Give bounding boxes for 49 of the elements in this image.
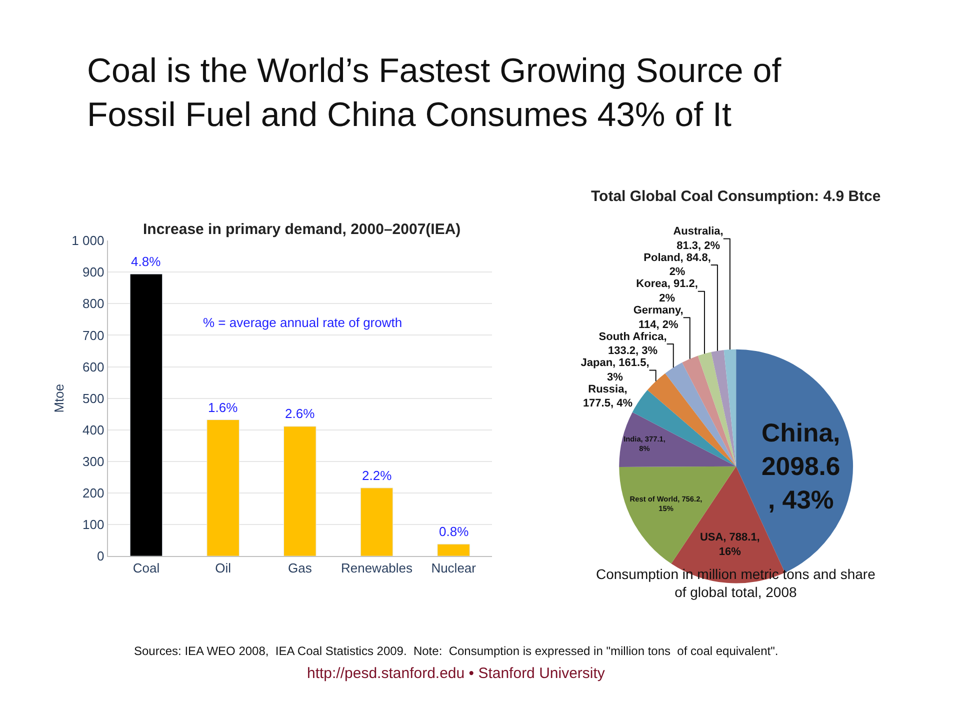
bar [206, 420, 240, 556]
pie-slice [682, 356, 736, 466]
source-note: Sources: IEA WEO 2008, IEA Coal Statistics 2009. Note: Consumption is expressed in "million tons of coal equivalent". [134, 644, 778, 658]
y-tick-label: 100 [82, 517, 104, 532]
x-tick-label: Gas [288, 560, 312, 576]
slice-label: USA, 788.1, 16% [700, 532, 760, 558]
y-tick-label: 300 [82, 454, 104, 469]
pie-slice [665, 362, 736, 466]
y-axis-title: Mtoe [52, 384, 67, 413]
slice-label: South Africa, 133.2, 3% [598, 330, 667, 358]
y-tick-label: 400 [82, 422, 104, 438]
y-tick-label: 900 [82, 264, 104, 280]
slice-label: Russia, 177.5, 4% [582, 383, 633, 410]
y-tick-label: 1 000 [72, 233, 104, 248]
chart-subtitle: Increase in primary demand, 2000–2007(IEA) [143, 221, 461, 238]
slice-label: India, 377.1, 8% [624, 434, 666, 453]
x-tick-label: Renewables [340, 560, 414, 576]
slice-label: Australia, 81.3, 2% [673, 226, 724, 252]
slice-label: Korea, 91.2, 2% [636, 278, 698, 305]
slice-label: Germany, 114, 2% [633, 304, 684, 331]
y-tick-label: 200 [82, 486, 104, 501]
x-tick-label: Oil [215, 560, 232, 576]
x-tick-label: Coal [132, 560, 160, 576]
annotation: 0.8% [439, 524, 470, 539]
y-tick-label: 500 [82, 390, 104, 406]
y-tick-label: 0 [96, 548, 104, 564]
bar [284, 426, 316, 556]
annotation: % = average annual rate of growth [203, 315, 402, 330]
slice-label: Poland, 84.8, 2% [644, 252, 711, 278]
bar [130, 274, 163, 556]
annotation: 2.2% [362, 468, 392, 483]
text: http://pesd.stanford.edu • Stanford University [307, 665, 606, 682]
chart-title: Coal is the World’s Fastest Growing Source of Fossil Fuel and China Consumes 43% of It [87, 52, 782, 134]
slice-label: China, 2098.6 , 43% [761, 420, 840, 515]
x-tick-label: Nuclear [431, 560, 477, 576]
pie-slice [711, 350, 736, 466]
y-tick-label: 700 [82, 328, 104, 343]
slice-label: Rest of World, 756.2, 15% [630, 494, 702, 513]
chart-title: Total Global Coal Consumption: 4.9 Btce [591, 188, 881, 205]
pie-slice [698, 352, 736, 466]
y-tick-label: 600 [82, 359, 104, 374]
y-tick-label: 800 [82, 296, 104, 312]
annotation: 1.6% [208, 400, 238, 415]
annotation: 4.8% [131, 254, 162, 269]
annotation: 2.6% [285, 406, 316, 421]
slice-label: Japan, 161.5, 3% [580, 357, 650, 384]
bar [360, 488, 394, 556]
bar [437, 544, 470, 556]
pie-slice [619, 412, 736, 468]
